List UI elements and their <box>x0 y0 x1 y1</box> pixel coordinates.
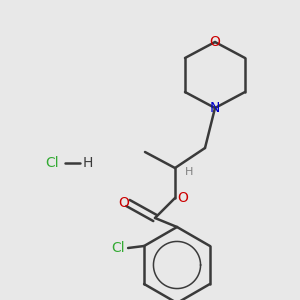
Text: Cl: Cl <box>45 156 59 170</box>
Text: O: O <box>178 191 188 205</box>
Text: Cl: Cl <box>111 241 125 255</box>
Text: H: H <box>185 167 193 177</box>
Text: N: N <box>210 101 220 115</box>
Text: O: O <box>118 196 129 210</box>
Text: O: O <box>210 35 220 49</box>
Text: H: H <box>83 156 93 170</box>
